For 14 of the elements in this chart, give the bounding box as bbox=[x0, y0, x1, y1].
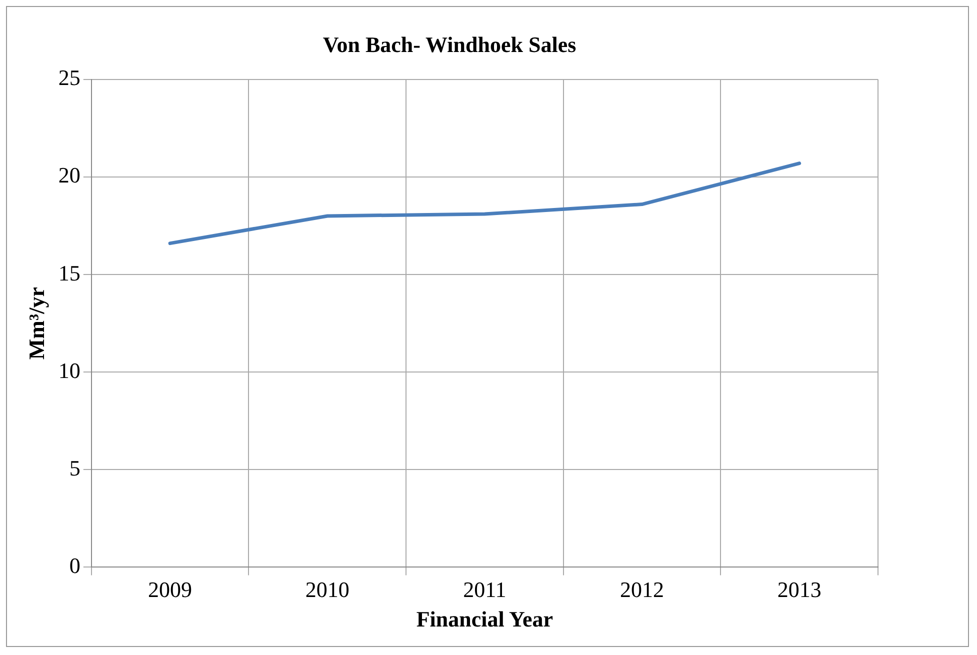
x-tick-label: 2009 bbox=[148, 577, 192, 602]
y-tick-label: 10 bbox=[58, 358, 80, 383]
x-tick-label: 2012 bbox=[620, 577, 664, 602]
chart-title: Von Bach- Windhoek Sales bbox=[322, 32, 577, 57]
y-tick-label: 20 bbox=[58, 162, 80, 188]
x-tick-label: 2011 bbox=[463, 577, 506, 602]
y-tick-label: 5 bbox=[69, 455, 80, 480]
x-tick-label: 2010 bbox=[305, 577, 350, 602]
y-tick-label: 25 bbox=[58, 65, 80, 90]
x-axis-title: Financial Year bbox=[416, 606, 554, 632]
y-tick-label: 15 bbox=[58, 260, 80, 286]
y-tick-label: 0 bbox=[69, 552, 80, 578]
x-tick-label: 2013 bbox=[777, 577, 822, 602]
y-axis-title: Mm³/yr bbox=[24, 286, 49, 360]
